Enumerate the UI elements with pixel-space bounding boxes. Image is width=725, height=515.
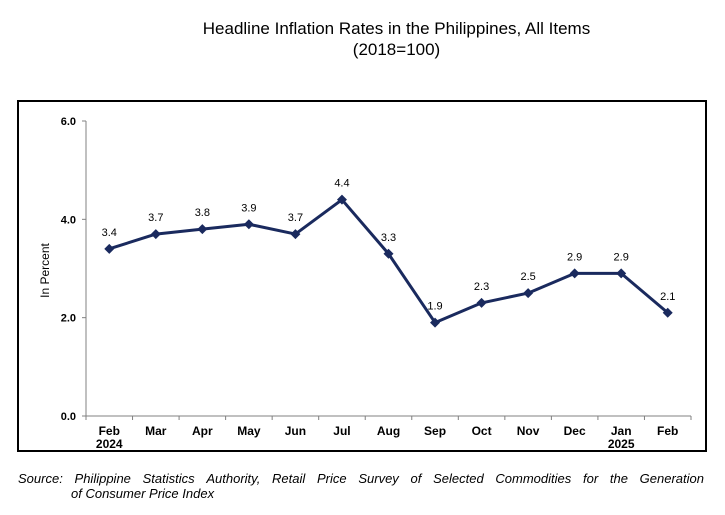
x-tick-label: Sep bbox=[424, 424, 446, 438]
data-point-marker bbox=[150, 229, 161, 240]
data-point-marker bbox=[569, 268, 580, 279]
x-year-label: 2024 bbox=[96, 437, 123, 451]
source-word: Price bbox=[317, 471, 347, 486]
source-word: Statistics bbox=[142, 471, 195, 486]
data-point-marker bbox=[104, 243, 115, 254]
data-label: 2.5 bbox=[520, 271, 535, 283]
data-point-marker bbox=[336, 194, 347, 205]
chart-frame bbox=[17, 100, 707, 452]
source-word: Selected bbox=[433, 471, 484, 486]
source-word: of bbox=[410, 471, 422, 486]
data-label: 1.9 bbox=[427, 301, 442, 313]
data-point-marker bbox=[616, 268, 627, 279]
data-point-marker bbox=[476, 297, 487, 308]
data-label: 3.7 bbox=[288, 212, 303, 224]
y-tick-label: 2.0 bbox=[61, 313, 76, 325]
data-label: 3.4 bbox=[102, 227, 117, 239]
source-word: the bbox=[609, 471, 628, 486]
source-word: for bbox=[582, 471, 599, 486]
data-point-marker bbox=[290, 229, 301, 240]
x-tick-label: Nov bbox=[517, 424, 540, 438]
x-tick-label: Jan bbox=[611, 424, 632, 438]
x-tick-label: Jun bbox=[285, 424, 306, 438]
data-point-marker bbox=[383, 248, 394, 259]
x-tick-label: Feb bbox=[99, 424, 120, 438]
source-line-2: of Consumer Price Index bbox=[71, 486, 215, 501]
x-tick-label: Apr bbox=[192, 424, 213, 438]
x-tick-label: Feb bbox=[657, 424, 678, 438]
x-tick-label: Aug bbox=[377, 424, 400, 438]
source-word: Source: bbox=[18, 471, 63, 486]
data-label: 3.8 bbox=[195, 207, 210, 219]
y-tick-label: 4.0 bbox=[61, 214, 76, 226]
source-line-1: Source: Philippine Statistics Authority, Ret… bbox=[18, 471, 704, 486]
chart-title: Headline Inflation Rates in the Philippi… bbox=[202, 19, 591, 38]
data-label: 2.9 bbox=[567, 251, 582, 263]
x-tick-label: Jul bbox=[333, 424, 350, 438]
x-year-label: 2025 bbox=[608, 437, 635, 451]
source-word: Authority, bbox=[206, 471, 261, 486]
y-tick-label: 6.0 bbox=[61, 116, 76, 128]
source-word: Generation bbox=[639, 471, 704, 486]
series-line bbox=[108, 198, 669, 325]
data-label: 2.1 bbox=[660, 291, 675, 303]
x-tick-label: Mar bbox=[145, 424, 167, 438]
data-label: 2.3 bbox=[474, 281, 489, 293]
source-note: Source: Philippine Statistics Authority, Ret… bbox=[18, 471, 704, 501]
x-tick-label: Oct bbox=[472, 424, 492, 438]
chart-subtitle: (2018=100) bbox=[352, 40, 441, 59]
y-tick-label: 0.0 bbox=[61, 411, 76, 423]
source-word: Commodities bbox=[495, 471, 572, 486]
source-word: Survey bbox=[358, 471, 399, 486]
data-label: 2.9 bbox=[614, 251, 629, 263]
source-word: Retail bbox=[272, 471, 306, 486]
data-point-marker bbox=[197, 224, 208, 235]
source-word: Philippine bbox=[74, 471, 131, 486]
x-tick-label: Dec bbox=[564, 424, 586, 438]
data-point-marker bbox=[430, 317, 441, 328]
data-point-marker bbox=[243, 219, 254, 230]
data-label: 3.7 bbox=[148, 212, 163, 224]
data-label: 4.4 bbox=[334, 178, 349, 190]
data-label: 3.3 bbox=[381, 232, 396, 244]
data-point-marker bbox=[523, 288, 534, 299]
x-tick-label: May bbox=[237, 424, 261, 438]
data-label: 3.9 bbox=[241, 202, 256, 214]
data-point-marker bbox=[662, 307, 673, 318]
y-axis-title: In Percent bbox=[38, 242, 52, 297]
